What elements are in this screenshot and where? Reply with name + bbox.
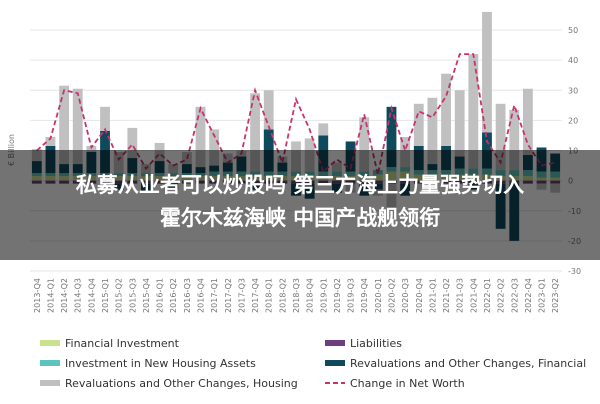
x-tick-label: 2023-Q2 [551,278,560,313]
bar-segment [100,106,110,131]
x-tick-label: 2017-Q4 [251,278,260,313]
x-tick-label: 2019-Q4 [360,278,369,313]
legend-label: Change in Net Worth [350,377,465,390]
bar-segment [386,106,397,168]
x-tick-label: 2020-Q1 [374,278,383,313]
legend-swatch [325,360,345,366]
x-tick-label: 2015-Q4 [142,278,151,313]
x-tick-label: 2016-Q2 [169,278,178,313]
legend-label: Financial Investment [65,337,180,350]
x-tick-label: 2019-Q3 [347,278,356,313]
y-tick-label: 30 [568,86,578,95]
bar-segment [495,103,506,171]
y-tick-label: -30 [568,267,581,276]
legend-label: Revaluations and Other Changes, Housing [65,377,298,390]
x-tick-label: 2022-Q2 [497,278,506,313]
bar-segment [195,106,206,168]
x-tick-label: 2018-Q3 [292,278,301,313]
bar-segment [86,145,97,153]
y-tick-label: 50 [568,26,578,35]
x-tick-label: 2016-Q1 [156,278,165,313]
legend-swatch [40,340,60,346]
bar-segment [522,88,533,156]
bar-segment [509,109,520,171]
legend-swatch [325,340,345,346]
bar-segment [441,73,451,146]
x-tick-label: 2018-Q2 [278,278,287,313]
bar-segment [468,54,479,169]
x-tick-label: 2017-Q1 [210,278,219,313]
legend-label: Liabilities [350,337,402,350]
x-tick-label: 2014-Q2 [60,278,69,313]
bar-segment [59,85,70,165]
x-tick-label: 2016-Q3 [183,278,192,313]
x-tick-label: 2019-Q2 [333,278,342,313]
x-tick-label: 2015-Q1 [101,278,110,313]
bar-segment [127,127,138,159]
overlay-banner [0,150,600,260]
x-tick-label: 2019-Q1 [319,278,328,313]
bar-segment [209,129,220,166]
x-tick-label: 2014-Q4 [87,278,96,313]
bar-segment [263,90,274,130]
x-tick-label: 2022-Q1 [483,278,492,313]
x-tick-label: 2013-Q4 [33,278,42,313]
bar-segment [454,90,465,157]
legend-label: Revaluations and Other Changes, Financia… [350,357,586,370]
x-tick-label: 2020-Q4 [415,278,424,313]
bar-segment [413,103,424,146]
x-tick-label: 2015-Q2 [115,278,124,313]
x-tick-label: 2021-Q4 [469,278,478,313]
x-tick-label: 2022-Q4 [524,278,533,313]
x-tick-label: 2014-Q3 [74,278,83,313]
y-tick-label: 20 [568,116,578,125]
bar-segment [427,97,438,165]
x-tick-label: 2021-Q2 [442,278,451,313]
x-tick-label: 2020-Q2 [387,278,396,313]
legend-label: Investment in New Housing Assets [65,357,256,370]
x-tick-label: 2017-Q3 [237,278,246,313]
x-tick-label: 2016-Q4 [197,278,206,313]
x-tick-label: 2023-Q1 [538,278,547,313]
bar-segment [72,88,83,165]
bar-segment [318,123,329,136]
x-tick-label: 2020-Q3 [401,278,410,313]
bar-segment [359,117,370,172]
x-tick-label: 2022-Q3 [510,278,519,313]
legend-swatch [40,360,60,366]
x-tick-label: 2021-Q3 [456,278,465,313]
bar-segment [45,136,56,146]
bar-segment [482,11,492,133]
x-tick-label: 2014-Q1 [46,278,55,313]
x-tick-label: 2018-Q1 [265,278,274,313]
x-tick-label: 2018-Q4 [306,278,315,313]
overlay-text: 霍尔木兹海峡 中国产战舰领衔 [160,206,440,230]
x-tick-label: 2015-Q3 [128,278,137,313]
overlay-text: 私募从业者可以炒股吗 第三方海上力量强势切入 [76,173,524,197]
x-tick-label: 2021-Q1 [428,278,437,313]
y-tick-label: 40 [568,56,578,65]
bar-segment [250,93,260,172]
x-tick-label: 2017-Q2 [224,278,233,313]
legend-swatch [40,380,60,386]
